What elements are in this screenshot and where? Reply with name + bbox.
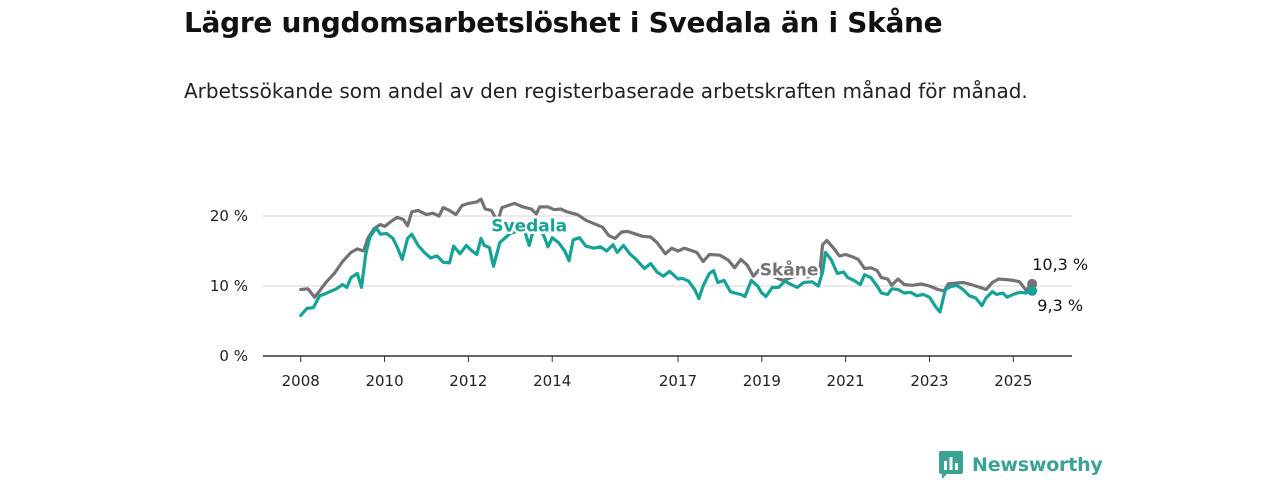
y-tick-label: 20 % (210, 207, 248, 225)
x-tick-label: 2025 (994, 372, 1032, 390)
series-labels: Svedala Skåne 10,3 % 9,3 % (489, 214, 1090, 317)
end-value-label-skane: 10,3 % (1032, 255, 1088, 274)
line-chart: 0 % 10 % 20 % 2008 2010 2012 2014 2017 2019 2021… (210, 197, 1090, 390)
series-line-skåne (299, 197, 1034, 299)
x-tick-label: 2014 (533, 372, 571, 390)
x-tick-label: 2023 (910, 372, 948, 390)
x-tick-label: 2008 (282, 372, 320, 390)
chart-subtitle: Arbetssökande som andel av den registerb… (184, 79, 1028, 103)
series-end-point-svedala (1027, 285, 1038, 296)
series-end-point-skåne (1027, 278, 1038, 289)
y-tick-label: 10 % (210, 277, 248, 295)
newsworthy-logo-text: Newsworthy (972, 454, 1103, 476)
newsworthy-logo[interactable]: Newsworthy (938, 450, 1103, 480)
x-tick-label: 2021 (827, 372, 865, 390)
end-value-label-svedala: 9,3 % (1037, 296, 1083, 315)
series-name-label-svedala: Svedala (491, 216, 567, 236)
series-lines (299, 197, 1038, 317)
x-tick-label: 2017 (659, 372, 697, 390)
x-tick-label: 2010 (365, 372, 403, 390)
x-tick-label: 2019 (743, 372, 781, 390)
series-name-label-skåne: Skåne (760, 259, 819, 281)
y-axis: 0 % 10 % 20 % (210, 207, 248, 365)
x-axis: 2008 2010 2012 2014 2017 2019 2021 2023 2025 (263, 355, 1072, 390)
newsworthy-logo-icon (939, 451, 963, 479)
series-line-svedala (299, 224, 1034, 317)
chart-title: Lägre ungdomsarbetslöshet i Svedala än i… (184, 6, 943, 39)
y-tick-label: 0 % (219, 347, 248, 365)
x-tick-label: 2012 (449, 372, 487, 390)
